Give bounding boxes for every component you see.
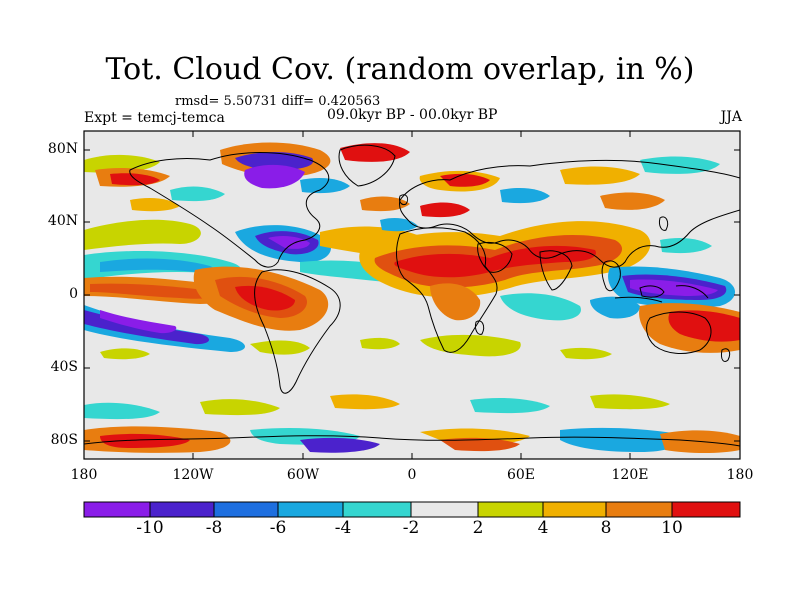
colorbar-swatch	[672, 502, 740, 517]
colorbar-swatch	[278, 502, 343, 517]
lat-tick-label: 80S	[50, 432, 78, 448]
colorbar-swatch	[606, 502, 672, 517]
period-label: 09.0kyr BP - 00.0kyr BP	[327, 107, 498, 123]
colorbar-swatch	[543, 502, 606, 517]
colorbar-label: 2	[472, 518, 484, 538]
colorbar-swatch	[150, 502, 214, 517]
colorbar-swatch	[343, 502, 411, 517]
plot-title: Tot. Cloud Cov. (random overlap, in %)	[105, 52, 695, 87]
axis-ticks	[84, 131, 740, 459]
colorbar-swatch	[478, 502, 543, 517]
colorbar-label: 4	[537, 518, 549, 538]
colorbar-label: -4	[334, 518, 352, 538]
lon-tick-label: 0	[407, 467, 417, 483]
lat-tick-label: 0	[69, 286, 78, 302]
lat-tick-label: 40S	[50, 359, 78, 375]
stats-text: rmsd= 5.50731 diff= 0.420563	[175, 94, 381, 109]
lat-tick-label: 40N	[47, 213, 78, 229]
colorbar-swatch	[411, 502, 478, 517]
lon-tick-label: 180	[726, 467, 754, 483]
colorbar-label: -10	[136, 518, 164, 538]
coastlines	[84, 144, 740, 447]
colorbar-swatch	[84, 502, 150, 517]
colorbar-label: -2	[402, 518, 420, 538]
lat-tick-label: 80N	[47, 141, 78, 157]
lon-tick-label: 120W	[172, 467, 214, 483]
lon-tick-label: 60W	[286, 467, 320, 483]
experiment-label: Expt = temcj-temca	[84, 110, 225, 126]
lon-tick-label: 120E	[611, 467, 649, 483]
season-label: JJA	[720, 109, 742, 125]
colorbar-label: 10	[661, 518, 683, 538]
colorbar-label: -6	[269, 518, 287, 538]
colorbar	[83, 501, 741, 518]
lon-tick-label: 180	[70, 467, 98, 483]
anomaly-field	[84, 142, 740, 453]
colorbar-label: -8	[205, 518, 223, 538]
colorbar-label: 8	[600, 518, 612, 538]
colorbar-swatch	[214, 502, 278, 517]
lon-tick-label: 60E	[506, 467, 536, 483]
